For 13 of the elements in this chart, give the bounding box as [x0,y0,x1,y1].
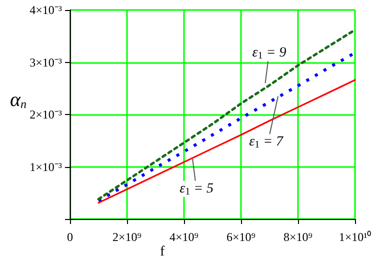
x-tick-label: 4×10⁹ [170,230,198,244]
y-tick-label: 3×10⁻³ [30,55,62,70]
x-tick-label: 8×10⁹ [284,230,312,244]
x-axis-title: f [160,244,165,260]
x-tick-label: 6×10⁹ [226,230,256,244]
x-tick-label: 1×10¹⁰ [338,230,372,244]
y-tick-label: 4×10⁻³ [30,3,62,17]
y-tick-label: 2×10⁻³ [30,108,62,122]
y-tick-label: 1×10⁻³ [30,160,62,174]
y-axis-title: αп [10,89,26,111]
x-tick-label: 2×10⁹ [112,230,142,244]
line-series [98,79,356,204]
x-tick-label: 0 [67,230,73,244]
